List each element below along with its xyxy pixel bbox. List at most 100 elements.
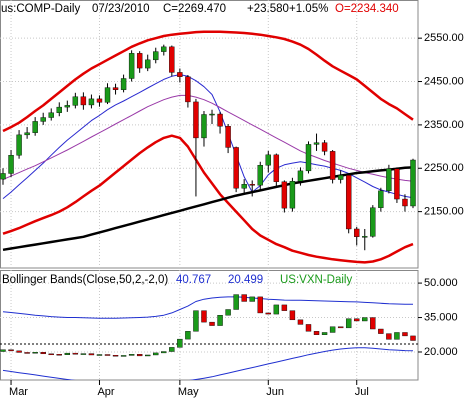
candle-body (177, 338, 183, 348)
candle-body (337, 174, 344, 180)
candle-body (72, 96, 79, 106)
candle-body (217, 315, 223, 326)
candle-body (305, 324, 312, 332)
candle-body (321, 332, 328, 335)
header-date: 07/23/2010 (92, 3, 150, 15)
candle-body (354, 318, 360, 322)
panel-frame (0, 0, 419, 269)
candle-body (32, 352, 38, 354)
candle-body (136, 354, 143, 357)
candle-body (249, 184, 255, 186)
candle-body (120, 355, 127, 357)
candle-body (297, 319, 304, 325)
candle-body (145, 354, 151, 357)
candle-body (354, 228, 360, 237)
candle-body (289, 310, 296, 321)
candle-body (241, 294, 247, 302)
candle-body (128, 53, 135, 79)
candle-body (370, 317, 376, 330)
candle-body (48, 112, 54, 118)
candle-body (289, 181, 296, 209)
candle-body (225, 309, 231, 316)
indicator-line (2, 30, 414, 133)
candle-body (297, 170, 304, 182)
x-tick-label: Jun (266, 386, 284, 398)
lower-band-value: 20.499 (228, 274, 263, 286)
candle-body (257, 165, 263, 186)
y-tick-label: 50.000 (424, 277, 458, 289)
x-tick-label: May (178, 386, 199, 398)
candle-body (128, 354, 135, 356)
candle-body (321, 142, 328, 152)
chart-title: US:VXN-Daily (280, 274, 352, 286)
candle-body (201, 310, 207, 323)
header-percent: +1.05% (289, 3, 328, 15)
candle-body (402, 332, 408, 337)
header-open: O=2234.340 (335, 3, 399, 15)
candle-body (410, 159, 416, 207)
candle-body (362, 236, 368, 238)
candle-body (305, 144, 312, 172)
upper-band-value: 40.767 (176, 274, 211, 286)
indicator-line (2, 94, 414, 182)
candle-body (145, 59, 151, 69)
candle-body (24, 132, 30, 136)
chart-title: us:COMP-Daily (1, 3, 80, 15)
candle-body (233, 294, 239, 310)
y-tick-label: 2450.00 (424, 75, 464, 87)
candle-body (104, 87, 111, 103)
candle-body (394, 168, 400, 200)
candle-body (265, 154, 271, 166)
candle-body (209, 113, 215, 116)
header-change: +23.580 (247, 3, 289, 15)
indicator-line (2, 166, 414, 252)
candle-body (185, 331, 191, 340)
candle-body (40, 117, 46, 122)
x-tick-label: Jul (355, 386, 369, 398)
candle-body (64, 105, 71, 108)
candle-body (345, 318, 352, 329)
candle-body (378, 328, 384, 334)
candle-body (225, 125, 231, 148)
candle-body (193, 310, 199, 332)
candle-body (169, 46, 175, 73)
y-tick-label: 20.000 (424, 346, 458, 358)
candle-body (177, 72, 183, 77)
candle-body (386, 168, 392, 192)
y-tick-label: 35.000 (424, 311, 458, 323)
candle-body (96, 354, 103, 356)
candle-body (104, 354, 111, 356)
candle-body (273, 154, 280, 182)
candle-body (16, 350, 22, 353)
candle-body (24, 352, 30, 354)
candle-body (80, 353, 87, 355)
candle-body (265, 312, 271, 315)
candle-body (410, 335, 416, 341)
candle-body (169, 347, 175, 352)
candle-body (313, 142, 320, 145)
panel-frame (0, 270, 419, 381)
candle-body (241, 184, 247, 189)
candle-body (40, 352, 46, 355)
candle-body (136, 53, 143, 69)
candle-body (313, 331, 320, 335)
y-tick-label: 2250.00 (424, 162, 464, 174)
candle-body (56, 106, 62, 113)
candle-body (0, 349, 6, 352)
candle-body (56, 354, 62, 356)
candle-body (281, 181, 288, 209)
candle-body (8, 155, 14, 174)
candle-body (72, 352, 79, 355)
candle-body (32, 121, 38, 133)
candle-body (329, 151, 336, 180)
candle-body (273, 304, 280, 315)
candle-body (185, 76, 191, 103)
candle-body (88, 353, 95, 356)
candle-body (161, 46, 167, 52)
candle-body (96, 98, 103, 103)
candle-body (193, 101, 199, 139)
candle-body (153, 51, 159, 61)
candle-body (112, 87, 119, 90)
candle-body (88, 98, 95, 106)
